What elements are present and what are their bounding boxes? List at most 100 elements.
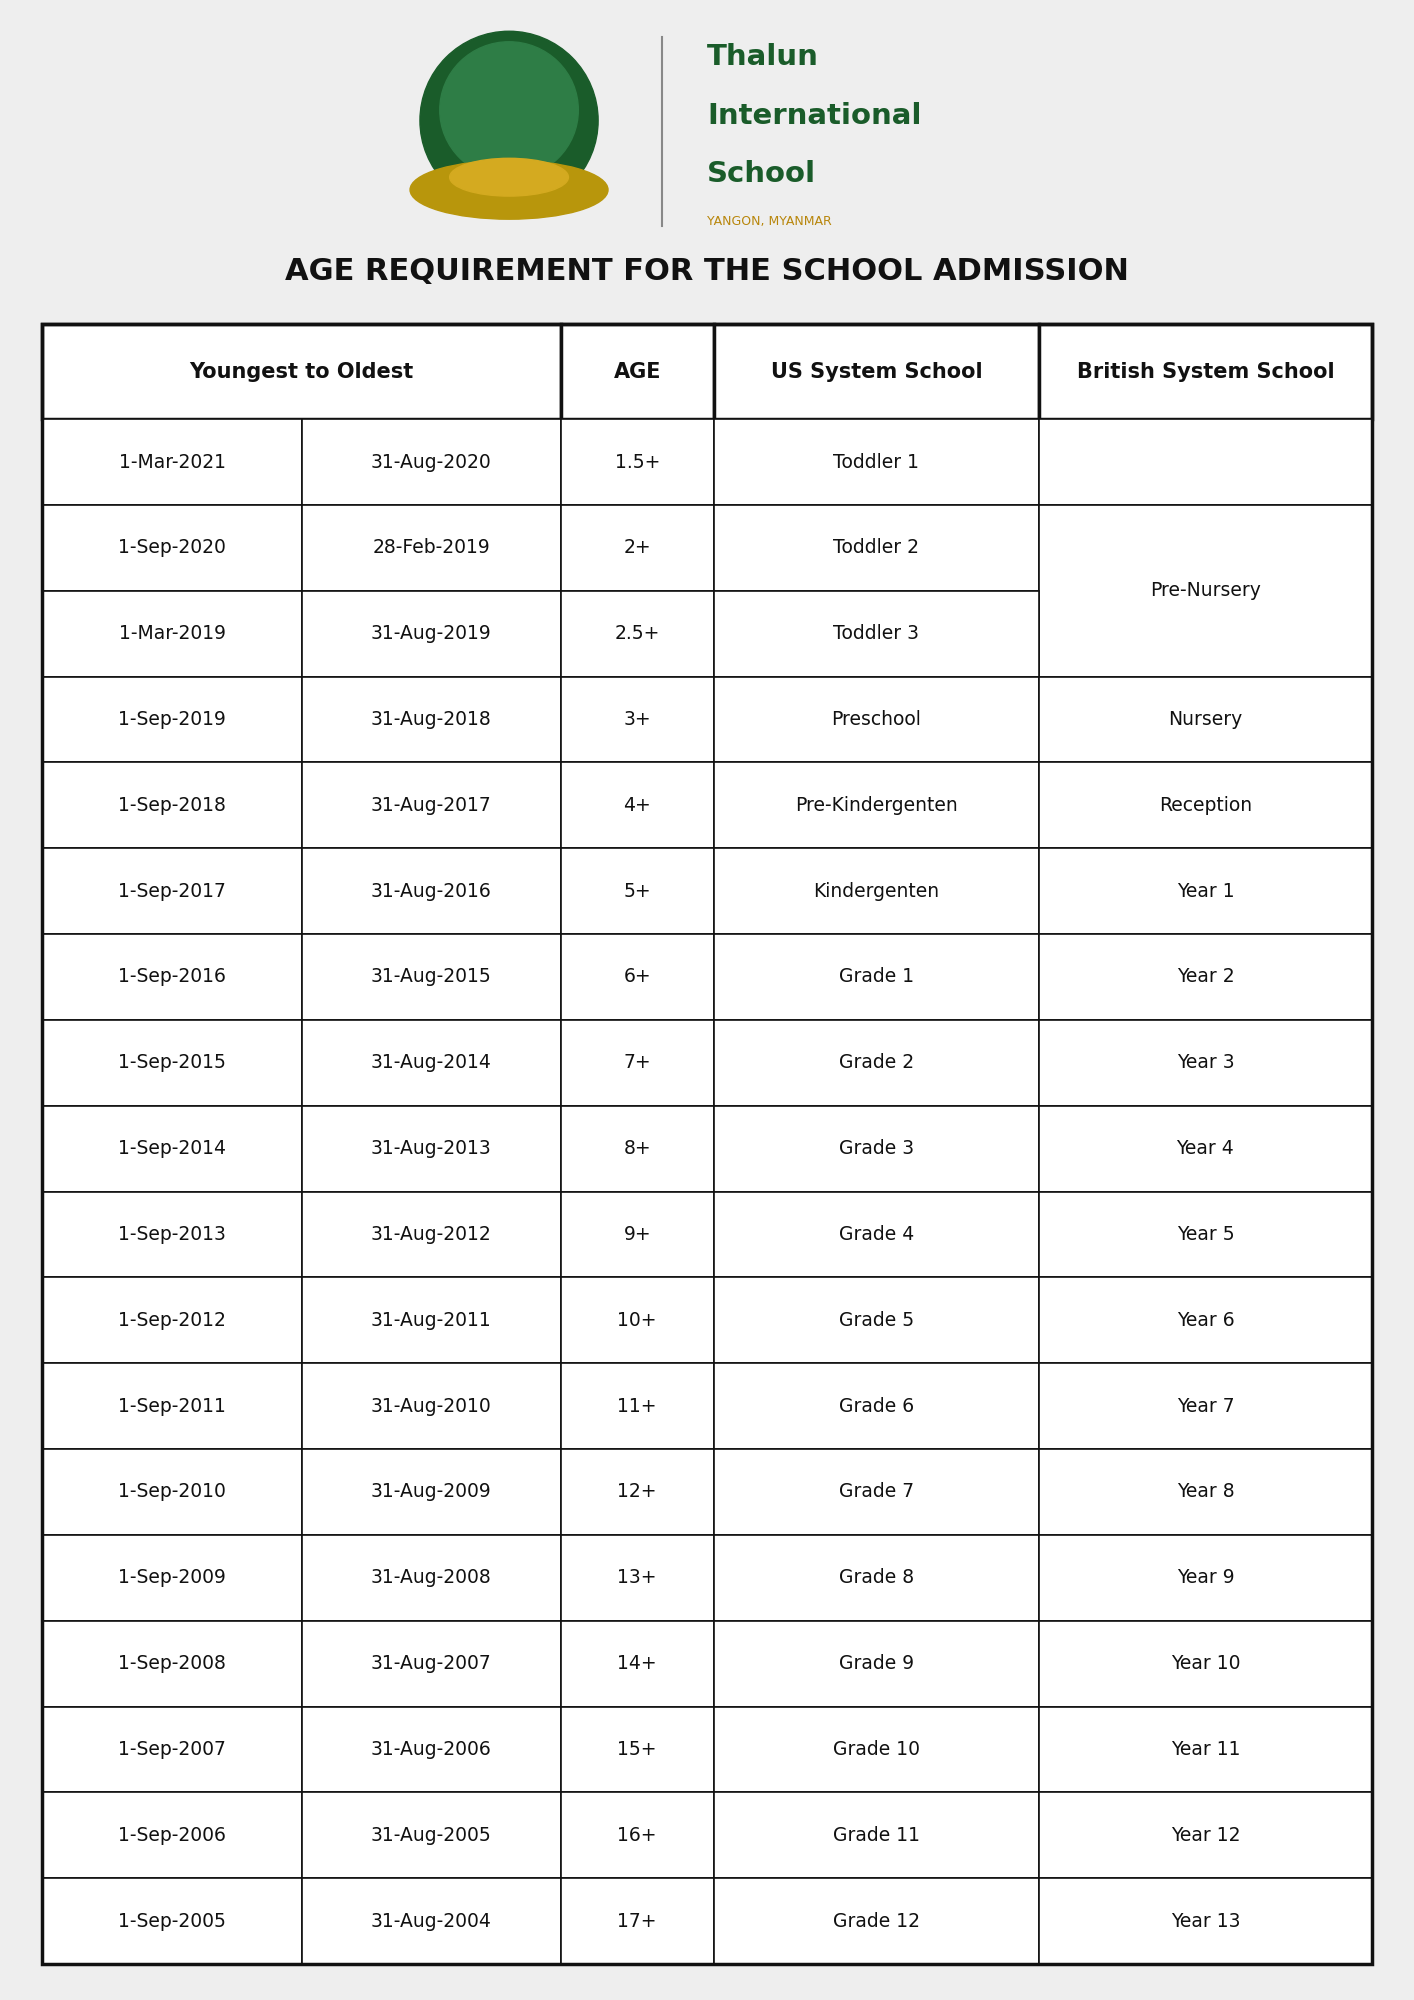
Text: 16+: 16+ — [618, 1826, 658, 1844]
Text: Grade 2: Grade 2 — [839, 1054, 913, 1072]
Text: 1-Sep-2013: 1-Sep-2013 — [119, 1224, 226, 1244]
Bar — [561, 324, 714, 420]
Text: AGE REQUIREMENT FOR THE SCHOOL ADMISSION: AGE REQUIREMENT FOR THE SCHOOL ADMISSION — [286, 258, 1128, 286]
Bar — [561, 1534, 714, 1620]
Bar — [561, 1706, 714, 1792]
Bar — [301, 1620, 561, 1706]
Bar — [1039, 1364, 1372, 1450]
Text: Year 2: Year 2 — [1176, 968, 1234, 986]
Text: 31-Aug-2006: 31-Aug-2006 — [370, 1740, 492, 1758]
Bar — [561, 934, 714, 1020]
Bar — [301, 1792, 561, 1878]
Bar — [42, 1792, 301, 1878]
Text: Grade 5: Grade 5 — [839, 1310, 913, 1330]
Text: 1-Sep-2017: 1-Sep-2017 — [119, 882, 226, 900]
Text: 31-Aug-2004: 31-Aug-2004 — [370, 1912, 492, 1930]
Bar — [714, 1706, 1039, 1792]
Bar — [301, 1706, 561, 1792]
Bar — [42, 1450, 301, 1534]
Text: 4+: 4+ — [624, 796, 650, 814]
Text: 1-Sep-2006: 1-Sep-2006 — [119, 1826, 226, 1844]
Text: 1-Sep-2014: 1-Sep-2014 — [117, 1140, 226, 1158]
Text: Thalun: Thalun — [707, 42, 819, 70]
Bar — [42, 504, 301, 590]
Text: 1.5+: 1.5+ — [615, 452, 660, 472]
Text: 1-Sep-2011: 1-Sep-2011 — [119, 1396, 226, 1416]
Bar — [561, 1192, 714, 1278]
Text: 15+: 15+ — [618, 1740, 658, 1758]
Text: 1-Sep-2012: 1-Sep-2012 — [119, 1310, 226, 1330]
Text: Pre-Kindergenten: Pre-Kindergenten — [795, 796, 957, 814]
Bar — [301, 1106, 561, 1192]
Bar — [714, 1792, 1039, 1878]
Text: Toddler 3: Toddler 3 — [833, 624, 919, 644]
Text: 7+: 7+ — [624, 1054, 650, 1072]
Text: YANGON, MYANMAR: YANGON, MYANMAR — [707, 214, 831, 228]
Text: 31-Aug-2013: 31-Aug-2013 — [370, 1140, 492, 1158]
Text: 31-Aug-2012: 31-Aug-2012 — [370, 1224, 492, 1244]
Bar — [301, 590, 561, 676]
Text: Grade 12: Grade 12 — [833, 1912, 921, 1930]
Text: AGE: AGE — [614, 362, 660, 382]
Bar — [42, 1020, 301, 1106]
Text: 14+: 14+ — [618, 1654, 658, 1674]
Bar — [1039, 934, 1372, 1020]
Text: 8+: 8+ — [624, 1140, 650, 1158]
Bar — [714, 1278, 1039, 1364]
Bar — [1039, 420, 1372, 504]
Bar — [561, 590, 714, 676]
Bar — [561, 676, 714, 762]
Text: 5+: 5+ — [624, 882, 650, 900]
Text: 12+: 12+ — [618, 1482, 658, 1502]
Bar — [1039, 848, 1372, 934]
Text: 1-Sep-2019: 1-Sep-2019 — [119, 710, 226, 730]
Text: Kindergenten: Kindergenten — [813, 882, 939, 900]
Text: 11+: 11+ — [618, 1396, 658, 1416]
Bar — [301, 1020, 561, 1106]
Bar — [714, 420, 1039, 504]
Ellipse shape — [420, 32, 598, 210]
Bar — [714, 1364, 1039, 1450]
Bar — [561, 1020, 714, 1106]
Bar — [42, 762, 301, 848]
Bar — [561, 848, 714, 934]
Text: Year 11: Year 11 — [1171, 1740, 1240, 1758]
Text: 31-Aug-2005: 31-Aug-2005 — [370, 1826, 492, 1844]
Bar — [301, 504, 561, 590]
Text: 2+: 2+ — [624, 538, 650, 558]
Text: Year 6: Year 6 — [1176, 1310, 1234, 1330]
Text: Year 9: Year 9 — [1176, 1568, 1234, 1588]
Bar — [561, 504, 714, 590]
Bar — [42, 590, 301, 676]
Bar — [561, 1364, 714, 1450]
Text: Year 1: Year 1 — [1176, 882, 1234, 900]
Text: 31-Aug-2020: 31-Aug-2020 — [370, 452, 492, 472]
Text: Grade 8: Grade 8 — [839, 1568, 913, 1588]
Bar — [1039, 1192, 1372, 1278]
Text: School: School — [707, 160, 816, 188]
Bar — [42, 1106, 301, 1192]
Ellipse shape — [410, 160, 608, 220]
Bar — [561, 420, 714, 504]
Text: 31-Aug-2008: 31-Aug-2008 — [370, 1568, 492, 1588]
Bar — [1039, 1534, 1372, 1620]
Text: Grade 4: Grade 4 — [839, 1224, 913, 1244]
Bar — [42, 1878, 301, 1964]
Bar — [714, 504, 1039, 590]
Text: 3+: 3+ — [624, 710, 650, 730]
Text: Nursery: Nursery — [1168, 710, 1243, 730]
Bar — [1039, 1620, 1372, 1706]
Text: Year 5: Year 5 — [1176, 1224, 1234, 1244]
Text: Grade 1: Grade 1 — [839, 968, 913, 986]
Text: 2.5+: 2.5+ — [615, 624, 660, 644]
Bar — [1039, 1878, 1372, 1964]
Bar — [301, 420, 561, 504]
Text: Youngest to Oldest: Youngest to Oldest — [189, 362, 414, 382]
Bar — [301, 676, 561, 762]
Text: Grade 9: Grade 9 — [839, 1654, 913, 1674]
Bar — [714, 324, 1039, 420]
Bar — [1039, 762, 1372, 848]
Bar — [42, 1278, 301, 1364]
Bar — [42, 1364, 301, 1450]
Text: 9+: 9+ — [624, 1224, 650, 1244]
